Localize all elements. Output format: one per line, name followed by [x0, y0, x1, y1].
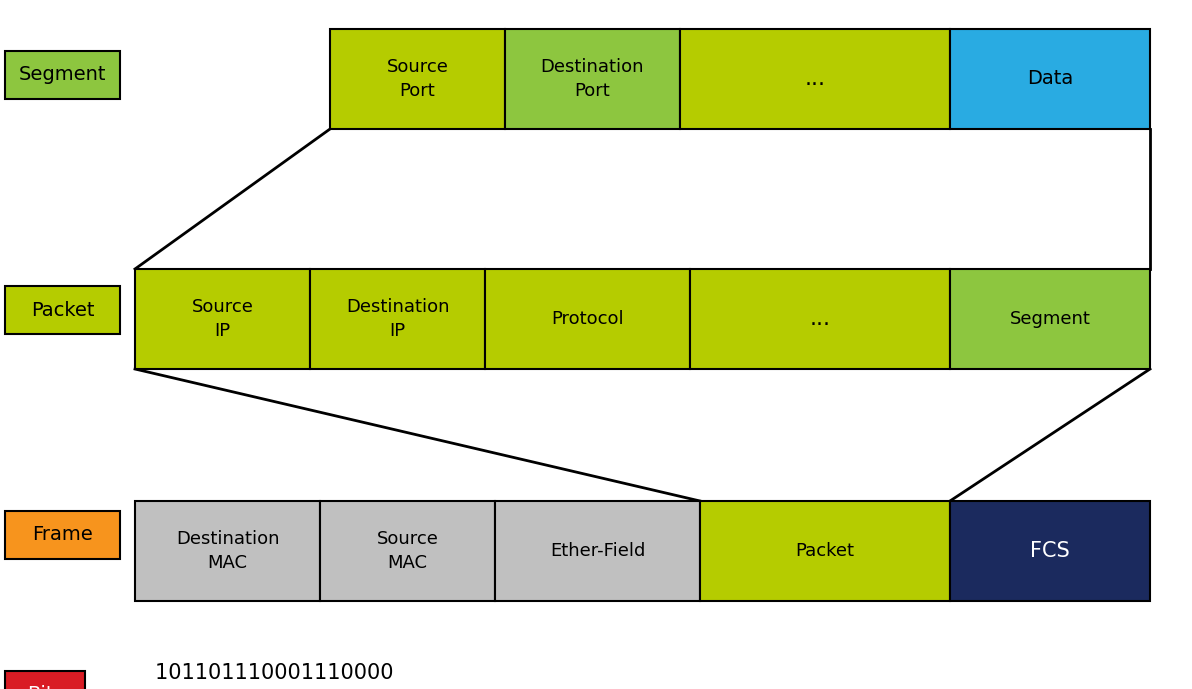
Bar — [950, 501, 1150, 601]
Text: Segment: Segment — [19, 65, 106, 85]
Bar — [700, 501, 950, 601]
Bar — [950, 29, 1150, 129]
Bar — [495, 501, 700, 601]
Text: Frame: Frame — [32, 526, 93, 544]
Text: Ether-Field: Ether-Field — [550, 542, 645, 560]
Bar — [330, 29, 505, 129]
Bar — [5, 51, 120, 99]
Text: Protocol: Protocol — [551, 310, 623, 328]
Text: ...: ... — [809, 309, 831, 329]
Text: Destination
MAC: Destination MAC — [175, 530, 279, 573]
Bar — [5, 671, 85, 689]
Bar — [5, 286, 120, 334]
Bar — [310, 269, 485, 369]
Bar — [319, 501, 495, 601]
Bar — [950, 269, 1150, 369]
Bar — [679, 29, 950, 129]
Text: Destination
IP: Destination IP — [346, 298, 449, 340]
Bar — [505, 29, 679, 129]
Bar — [690, 269, 950, 369]
Text: ...: ... — [805, 69, 826, 89]
Text: Packet: Packet — [795, 542, 855, 560]
Text: 101101110001110000: 101101110001110000 — [155, 663, 401, 683]
Text: Packet: Packet — [31, 300, 94, 320]
Bar — [485, 269, 690, 369]
Text: Source
IP: Source IP — [192, 298, 254, 340]
Text: Destination
Port: Destination Port — [541, 57, 644, 101]
Text: Source
Port: Source Port — [386, 57, 448, 101]
Text: Data: Data — [1026, 70, 1073, 88]
Bar — [135, 269, 310, 369]
Text: FCS: FCS — [1030, 541, 1070, 561]
Text: Segment: Segment — [1010, 310, 1091, 328]
Bar — [135, 501, 319, 601]
Text: Source
MAC: Source MAC — [377, 530, 439, 573]
Text: Bits: Bits — [26, 686, 63, 689]
Bar — [5, 511, 120, 559]
